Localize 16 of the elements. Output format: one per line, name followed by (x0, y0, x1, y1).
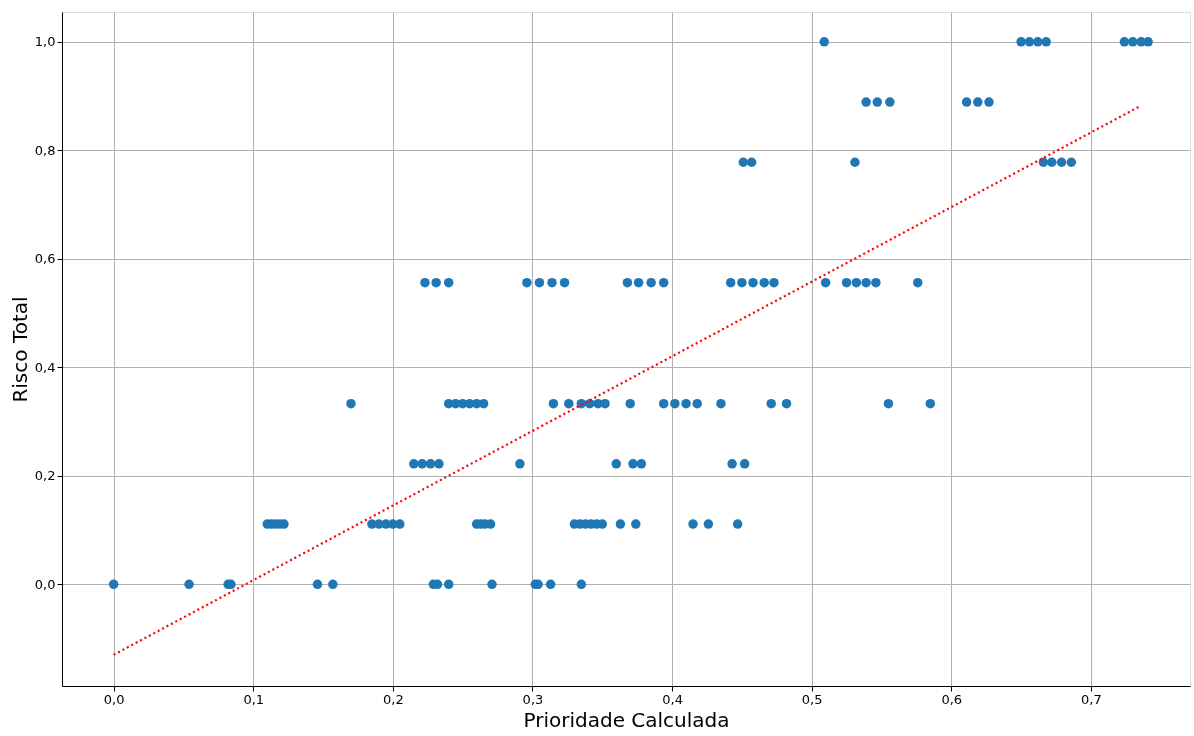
y-tick-label: 1,0 (34, 34, 56, 50)
y-tick-label: 0,2 (34, 468, 56, 484)
x-tick-label: 0,6 (941, 691, 963, 707)
x-tick-label: 0,2 (383, 691, 404, 707)
y-axis-title: Risco Total (7, 296, 32, 403)
y-tick-label: 0,8 (34, 142, 56, 158)
x-tick-label: 0,3 (522, 691, 544, 707)
x-tick-label: 0,4 (662, 691, 683, 707)
x-tick-label: 0,0 (103, 691, 125, 707)
y-tick-label: 0,0 (34, 576, 56, 592)
x-tick-label: 0,1 (243, 691, 265, 707)
x-axis-title: Prioridade Calculada (523, 707, 730, 732)
x-tick-label: 0,5 (801, 691, 823, 707)
y-tick-label: 0,6 (34, 251, 56, 267)
y-tick-label: 0,4 (34, 359, 56, 375)
x-tick-label: 0,7 (1081, 691, 1102, 707)
